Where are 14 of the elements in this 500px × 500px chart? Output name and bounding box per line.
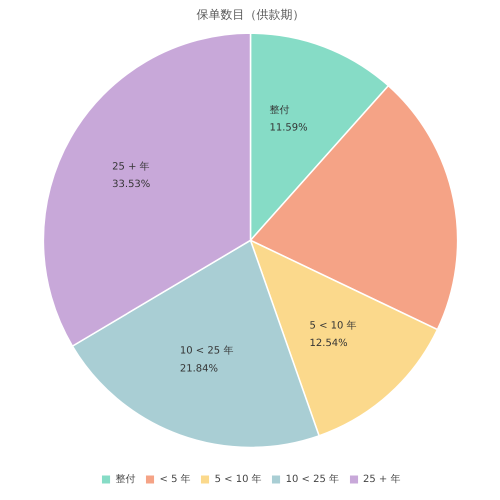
slice-label: 整付: [270, 104, 290, 116]
slice-label: 25 + 年: [112, 160, 150, 172]
data-label: 11.59%: [270, 122, 308, 134]
legend-label: 25 + 年: [363, 473, 400, 486]
data-label: 21.84%: [180, 363, 218, 374]
slice-label: 5 < 10 年: [310, 319, 357, 332]
legend-label: < 5 年: [160, 473, 191, 486]
legend-label: 10 < 25 年: [286, 473, 340, 486]
chart-title: 保单数目（供款期）: [196, 8, 304, 22]
legend-label: 5 < 10 年: [214, 473, 262, 486]
data-label: 12.54%: [310, 338, 348, 350]
legend-label: 整付: [116, 473, 136, 486]
slice-label: 10 < 25 年: [180, 344, 234, 356]
data-label: 33.53%: [112, 179, 150, 190]
